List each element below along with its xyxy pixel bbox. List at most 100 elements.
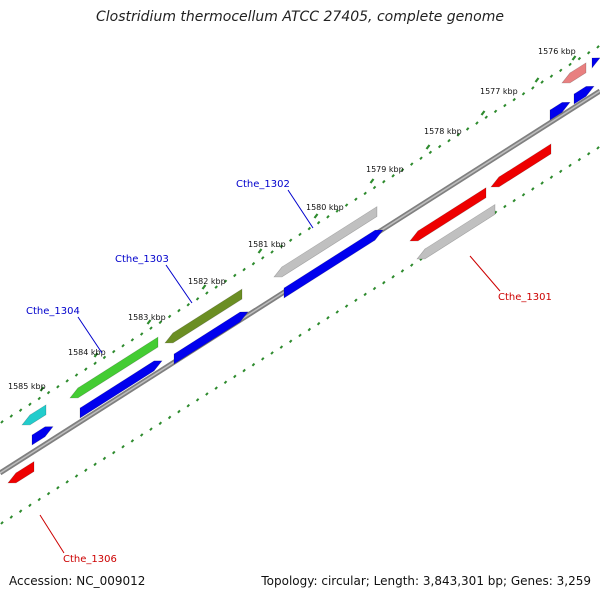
gene-label[interactable]: Cthe_1303 xyxy=(115,254,169,265)
inner-tick-mark xyxy=(130,439,135,443)
forward-cds-bevel xyxy=(174,309,243,354)
forward-cds xyxy=(549,101,571,121)
outer-tick-mark xyxy=(465,127,470,131)
gene-label[interactable]: Cthe_1304 xyxy=(26,306,80,317)
inner-tick-mark xyxy=(186,403,190,408)
tick-label: 1581 kbp xyxy=(248,240,286,249)
major-tick-mark xyxy=(313,213,319,219)
inner-tick-mark xyxy=(521,193,526,197)
outer-tick-mark xyxy=(335,209,339,213)
inner-tick-mark xyxy=(279,345,284,349)
inner-tick-mark xyxy=(549,175,554,179)
outer-tick-mark xyxy=(0,420,4,424)
major-tick-mark xyxy=(480,110,486,116)
tick-label: 1580 kbp xyxy=(306,203,344,212)
inner-tick-mark xyxy=(18,509,23,513)
gene-feature-cthe-1304-bevel xyxy=(78,334,161,388)
outer-tick-mark xyxy=(74,373,79,377)
gene-feature-cthe-1302-bevel xyxy=(282,203,380,267)
reverse-cds-bevel xyxy=(499,140,554,177)
outer-tick-mark xyxy=(149,326,153,330)
reverse-cds xyxy=(490,143,552,188)
major-tick-mark xyxy=(571,55,577,61)
outer-tick-mark xyxy=(158,320,163,325)
inner-tick-mark xyxy=(9,515,14,519)
outer-tick-mark xyxy=(121,343,125,348)
outer-tick-mark xyxy=(112,349,116,354)
outer-tick-mark xyxy=(512,97,516,102)
gene-label-leader xyxy=(287,189,314,229)
inner-tick-mark xyxy=(391,275,395,279)
gene-feature-bevel xyxy=(30,401,49,415)
outer-tick-mark xyxy=(521,92,526,96)
inner-tick-mark xyxy=(139,433,144,437)
outer-tick-mark xyxy=(233,273,237,278)
major-tick-mark xyxy=(93,352,99,358)
outer-tick-mark xyxy=(400,168,405,172)
outer-tick-mark xyxy=(363,191,367,196)
inner-tick-mark xyxy=(0,521,4,525)
inner-tick-mark xyxy=(288,339,293,344)
tick-label: 1576 kbp xyxy=(538,47,576,56)
outer-tick-mark xyxy=(354,197,358,202)
outer-tick-mark xyxy=(9,414,14,418)
outer-tick-mark xyxy=(493,109,498,114)
gene-feature-cthe-1303 xyxy=(164,288,243,344)
gene-label[interactable]: Cthe_1306 xyxy=(63,554,117,565)
outer-tick-mark xyxy=(205,291,209,295)
outer-tick-mark xyxy=(28,402,32,407)
forward-cds xyxy=(31,426,54,446)
forward-cds xyxy=(591,57,600,69)
inner-tick-mark xyxy=(261,357,265,361)
inner-tick-mark xyxy=(307,327,312,332)
forward-cds-bevel xyxy=(32,423,48,435)
outer-tick-mark xyxy=(251,261,256,266)
outer-tick-mark xyxy=(456,133,461,137)
reverse-cds-bevel xyxy=(418,184,489,231)
genome-summary-text: Topology: circular; Length: 3,843,301 bp… xyxy=(261,574,591,588)
inner-tick-mark xyxy=(382,280,386,285)
gene-label-leader xyxy=(77,316,103,354)
outer-tick-mark xyxy=(307,226,312,231)
inner-tick-mark xyxy=(46,491,51,496)
accession-text: Accession: NC_009012 xyxy=(9,574,146,588)
outer-tick-mark xyxy=(586,50,591,55)
inner-tick-mark xyxy=(559,169,563,174)
outer-tick-mark xyxy=(242,267,246,272)
tick-label: 1582 kbp xyxy=(188,277,226,286)
outer-tick-mark xyxy=(46,390,51,395)
outer-tick-mark xyxy=(596,45,600,49)
inner-tick-mark xyxy=(37,497,41,502)
forward-cds-bevel xyxy=(592,55,595,58)
major-tick-mark xyxy=(39,386,45,392)
inner-tick-mark xyxy=(28,503,32,508)
inner-tick-mark xyxy=(177,409,181,414)
inner-tick-mark xyxy=(354,298,358,303)
forward-cds-bevel xyxy=(284,227,378,288)
inner-tick-mark xyxy=(270,351,274,355)
outer-tick-mark xyxy=(279,244,284,248)
inner-tick-mark xyxy=(586,151,591,156)
gene-label[interactable]: Cthe_1302 xyxy=(236,179,290,190)
gene-feature-cthe-1303-bevel xyxy=(173,286,245,333)
forward-cds-bevel xyxy=(550,99,565,110)
inner-tick-mark xyxy=(335,310,339,314)
gene-label[interactable]: Cthe_1301 xyxy=(498,292,552,303)
inner-tick-mark xyxy=(93,462,97,467)
outer-tick-mark xyxy=(93,361,97,366)
gene-feature-bevel xyxy=(425,201,498,249)
inner-tick-mark xyxy=(223,380,228,385)
outer-tick-mark xyxy=(382,179,386,184)
outer-tick-mark xyxy=(559,68,563,73)
inner-tick-mark xyxy=(577,157,582,162)
forward-cds-bevel xyxy=(80,357,157,408)
inner-tick-mark xyxy=(205,392,209,396)
inner-tick-mark xyxy=(410,263,414,267)
inner-tick-mark xyxy=(121,444,125,449)
inner-tick-mark xyxy=(503,204,507,209)
gene-feature xyxy=(416,203,496,260)
outer-tick-mark xyxy=(130,338,135,342)
forward-cds-bevel xyxy=(574,83,589,94)
gene-label-leader xyxy=(165,264,193,304)
outer-tick-mark xyxy=(214,285,218,289)
